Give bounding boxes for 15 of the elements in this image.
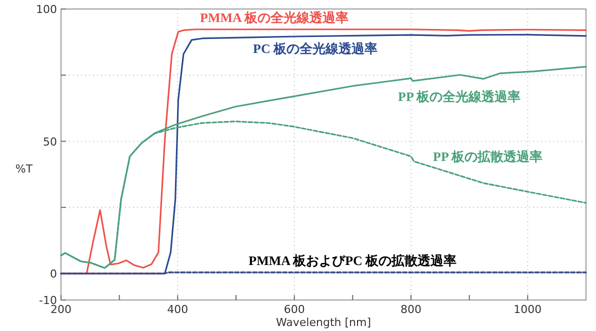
x-tick-label: 1000 bbox=[514, 303, 542, 316]
y-axis-title: %T bbox=[15, 162, 33, 176]
x-tick-label: 600 bbox=[284, 303, 305, 316]
x-tick-label: 400 bbox=[167, 303, 188, 316]
series-label: PMMA 板の全光線透過率 bbox=[200, 10, 348, 25]
series-label: PP 板の拡散透過率 bbox=[433, 149, 542, 164]
y-tick-label: 50 bbox=[43, 135, 57, 148]
x-tick-label: 200 bbox=[50, 303, 72, 316]
y-tick-label: 0 bbox=[50, 268, 57, 281]
series-label: PP 板の全光線透過率 bbox=[398, 89, 520, 104]
series-label: PC 板の全光線透過率 bbox=[253, 41, 378, 56]
x-tick-label: 800 bbox=[400, 303, 422, 316]
y-tick-label: 100 bbox=[36, 3, 57, 16]
x-axis-title: Wavelength [nm] bbox=[276, 316, 372, 329]
annotation: PMMA 板およびPC 板の拡散透過率 bbox=[248, 253, 457, 268]
